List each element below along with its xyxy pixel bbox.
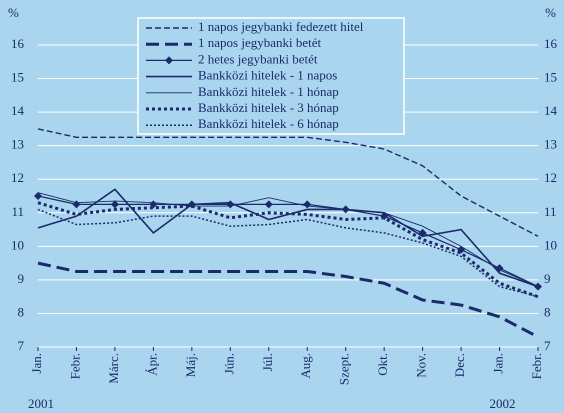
x-tick-label: Szept. [337, 353, 352, 385]
y-tick-label: 8 [18, 304, 25, 319]
y2-unit: % [545, 5, 556, 20]
y2-tick-label: 16 [544, 36, 558, 51]
x-tick-label: Okt. [375, 353, 390, 376]
x-tick-label: Aug. [298, 353, 313, 379]
y2-tick-label: 13 [544, 137, 557, 152]
legend-label: 1 napos jegybanki fedezett hitel [198, 19, 364, 34]
x-tick-label: Máj. [183, 353, 198, 377]
x-tick-label: Dec. [452, 353, 467, 377]
y2-tick-label: 8 [544, 304, 551, 319]
x-tick-label: Nov. [414, 353, 429, 378]
y2-tick-label: 14 [544, 103, 558, 118]
y2-tick-label: 12 [544, 170, 557, 185]
legend-label: Bankközi hitelek - 6 hónap [198, 116, 339, 131]
x-tick-label: Ápr. [144, 353, 159, 376]
x-tick-label: Jan. [29, 353, 44, 374]
y2-tick-label: 10 [544, 237, 557, 252]
y-tick-label: 7 [18, 338, 25, 353]
y-tick-label: 13 [11, 137, 24, 152]
legend-marker [165, 56, 173, 65]
x-tick-label: Júl. [260, 353, 275, 371]
legend-label: Bankközi hitelek - 3 hónap [198, 100, 339, 115]
y2-tick-label: 7 [544, 338, 551, 353]
series-line [37, 128, 539, 237]
y-unit: % [8, 5, 19, 20]
marker [264, 200, 273, 209]
series-line [37, 192, 539, 288]
legend-label: 1 napos jegybanki betét [198, 35, 321, 50]
x-tick-label: Márc. [106, 353, 121, 384]
y-tick-label: 14 [11, 103, 25, 118]
y2-tick-label: 11 [544, 204, 557, 219]
y-tick-label: 16 [11, 36, 25, 51]
legend-label: Bankközi hitelek - 1 napos [198, 68, 337, 83]
x-tick-label: Jún. [221, 353, 236, 374]
year-label: 2002 [490, 396, 516, 411]
legend-label: 2 hetes jegybanki betét [198, 51, 318, 66]
y-tick-label: 15 [11, 70, 24, 85]
y2-tick-label: 9 [544, 271, 551, 286]
y-tick-label: 9 [18, 271, 25, 286]
x-tick-label: Febr. [529, 353, 544, 379]
x-tick-label: Jan. [491, 353, 506, 374]
y-tick-label: 11 [11, 204, 24, 219]
y2-tick-label: 15 [544, 70, 557, 85]
x-tick-label: Febr. [67, 353, 82, 379]
year-label: 2001 [28, 396, 54, 411]
marker [34, 192, 42, 200]
y-tick-label: 12 [11, 170, 24, 185]
marker [110, 200, 119, 209]
series-line [37, 261, 539, 339]
y-tick-label: 10 [11, 237, 24, 252]
series-line [37, 195, 539, 288]
series-line [37, 201, 539, 299]
legend-label: Bankközi hitelek - 1 hónap [198, 84, 339, 99]
